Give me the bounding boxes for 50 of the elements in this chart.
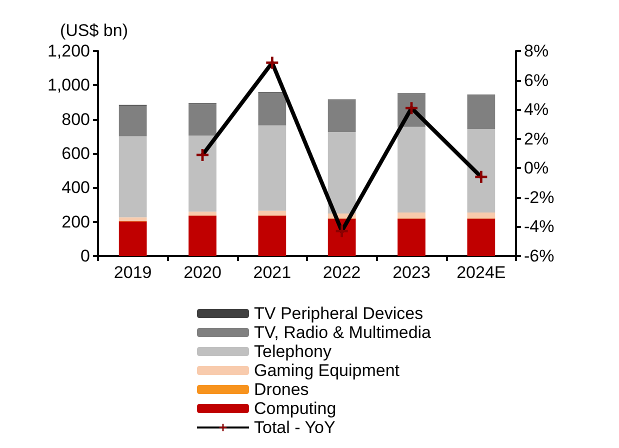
bar — [118, 221, 147, 256]
bar — [188, 212, 216, 216]
bar — [398, 212, 426, 218]
y-tick-label: 1,200 — [47, 42, 90, 60]
bar — [118, 136, 147, 218]
y2-tick-label: 6% — [524, 70, 549, 90]
bar — [467, 212, 496, 218]
x-tick-label: 2020 — [184, 263, 222, 282]
legend-label: TV, Radio & Multimedia — [254, 323, 432, 342]
legend-label: Computing — [254, 399, 336, 418]
bar — [188, 136, 216, 212]
x-tick-label: 2022 — [322, 263, 361, 282]
x-tick-label: 2024E — [456, 263, 506, 282]
y2-tick-label: -4% — [524, 217, 554, 236]
y-tick-label: 200 — [62, 212, 90, 232]
x-tick-label: 2021 — [253, 263, 292, 282]
bar — [398, 218, 426, 256]
bar — [258, 216, 286, 256]
legend-label: TV Peripheral Devices — [254, 304, 424, 323]
y-axis-title: (US$ bn) — [60, 21, 128, 40]
y-tick-label: 800 — [62, 110, 90, 129]
y-tick-label: 600 — [62, 144, 90, 163]
bar — [258, 92, 286, 126]
bar — [188, 216, 216, 256]
bar — [467, 129, 496, 212]
x-tick-label: 2019 — [114, 263, 152, 282]
y-tick-label: 400 — [62, 178, 90, 198]
bar — [398, 126, 426, 212]
bar — [467, 218, 496, 256]
bar — [258, 125, 286, 211]
x-tick-label: 2023 — [392, 263, 430, 282]
legend-label: Gaming Equipment — [254, 361, 400, 380]
legend-label: Telephony — [254, 342, 332, 361]
bar — [118, 105, 147, 136]
y2-tick-label: 0% — [524, 158, 549, 178]
bar — [118, 217, 147, 221]
y2-tick-label: 2% — [524, 129, 549, 148]
bar — [188, 104, 216, 136]
y2-tick-label: 8% — [524, 42, 549, 60]
legend-label: Total - YoY — [254, 418, 336, 437]
bar — [467, 95, 496, 130]
y2-tick-label: -2% — [524, 188, 554, 207]
bar — [258, 210, 286, 216]
y2-tick-label: 4% — [524, 100, 549, 120]
bar — [328, 132, 356, 214]
bar — [328, 100, 356, 132]
y-tick-label: 0 — [80, 246, 90, 266]
y-tick-label: 1,000 — [47, 76, 90, 95]
y2-tick-label: -6% — [524, 246, 554, 266]
legend-label: Drones — [254, 380, 309, 399]
